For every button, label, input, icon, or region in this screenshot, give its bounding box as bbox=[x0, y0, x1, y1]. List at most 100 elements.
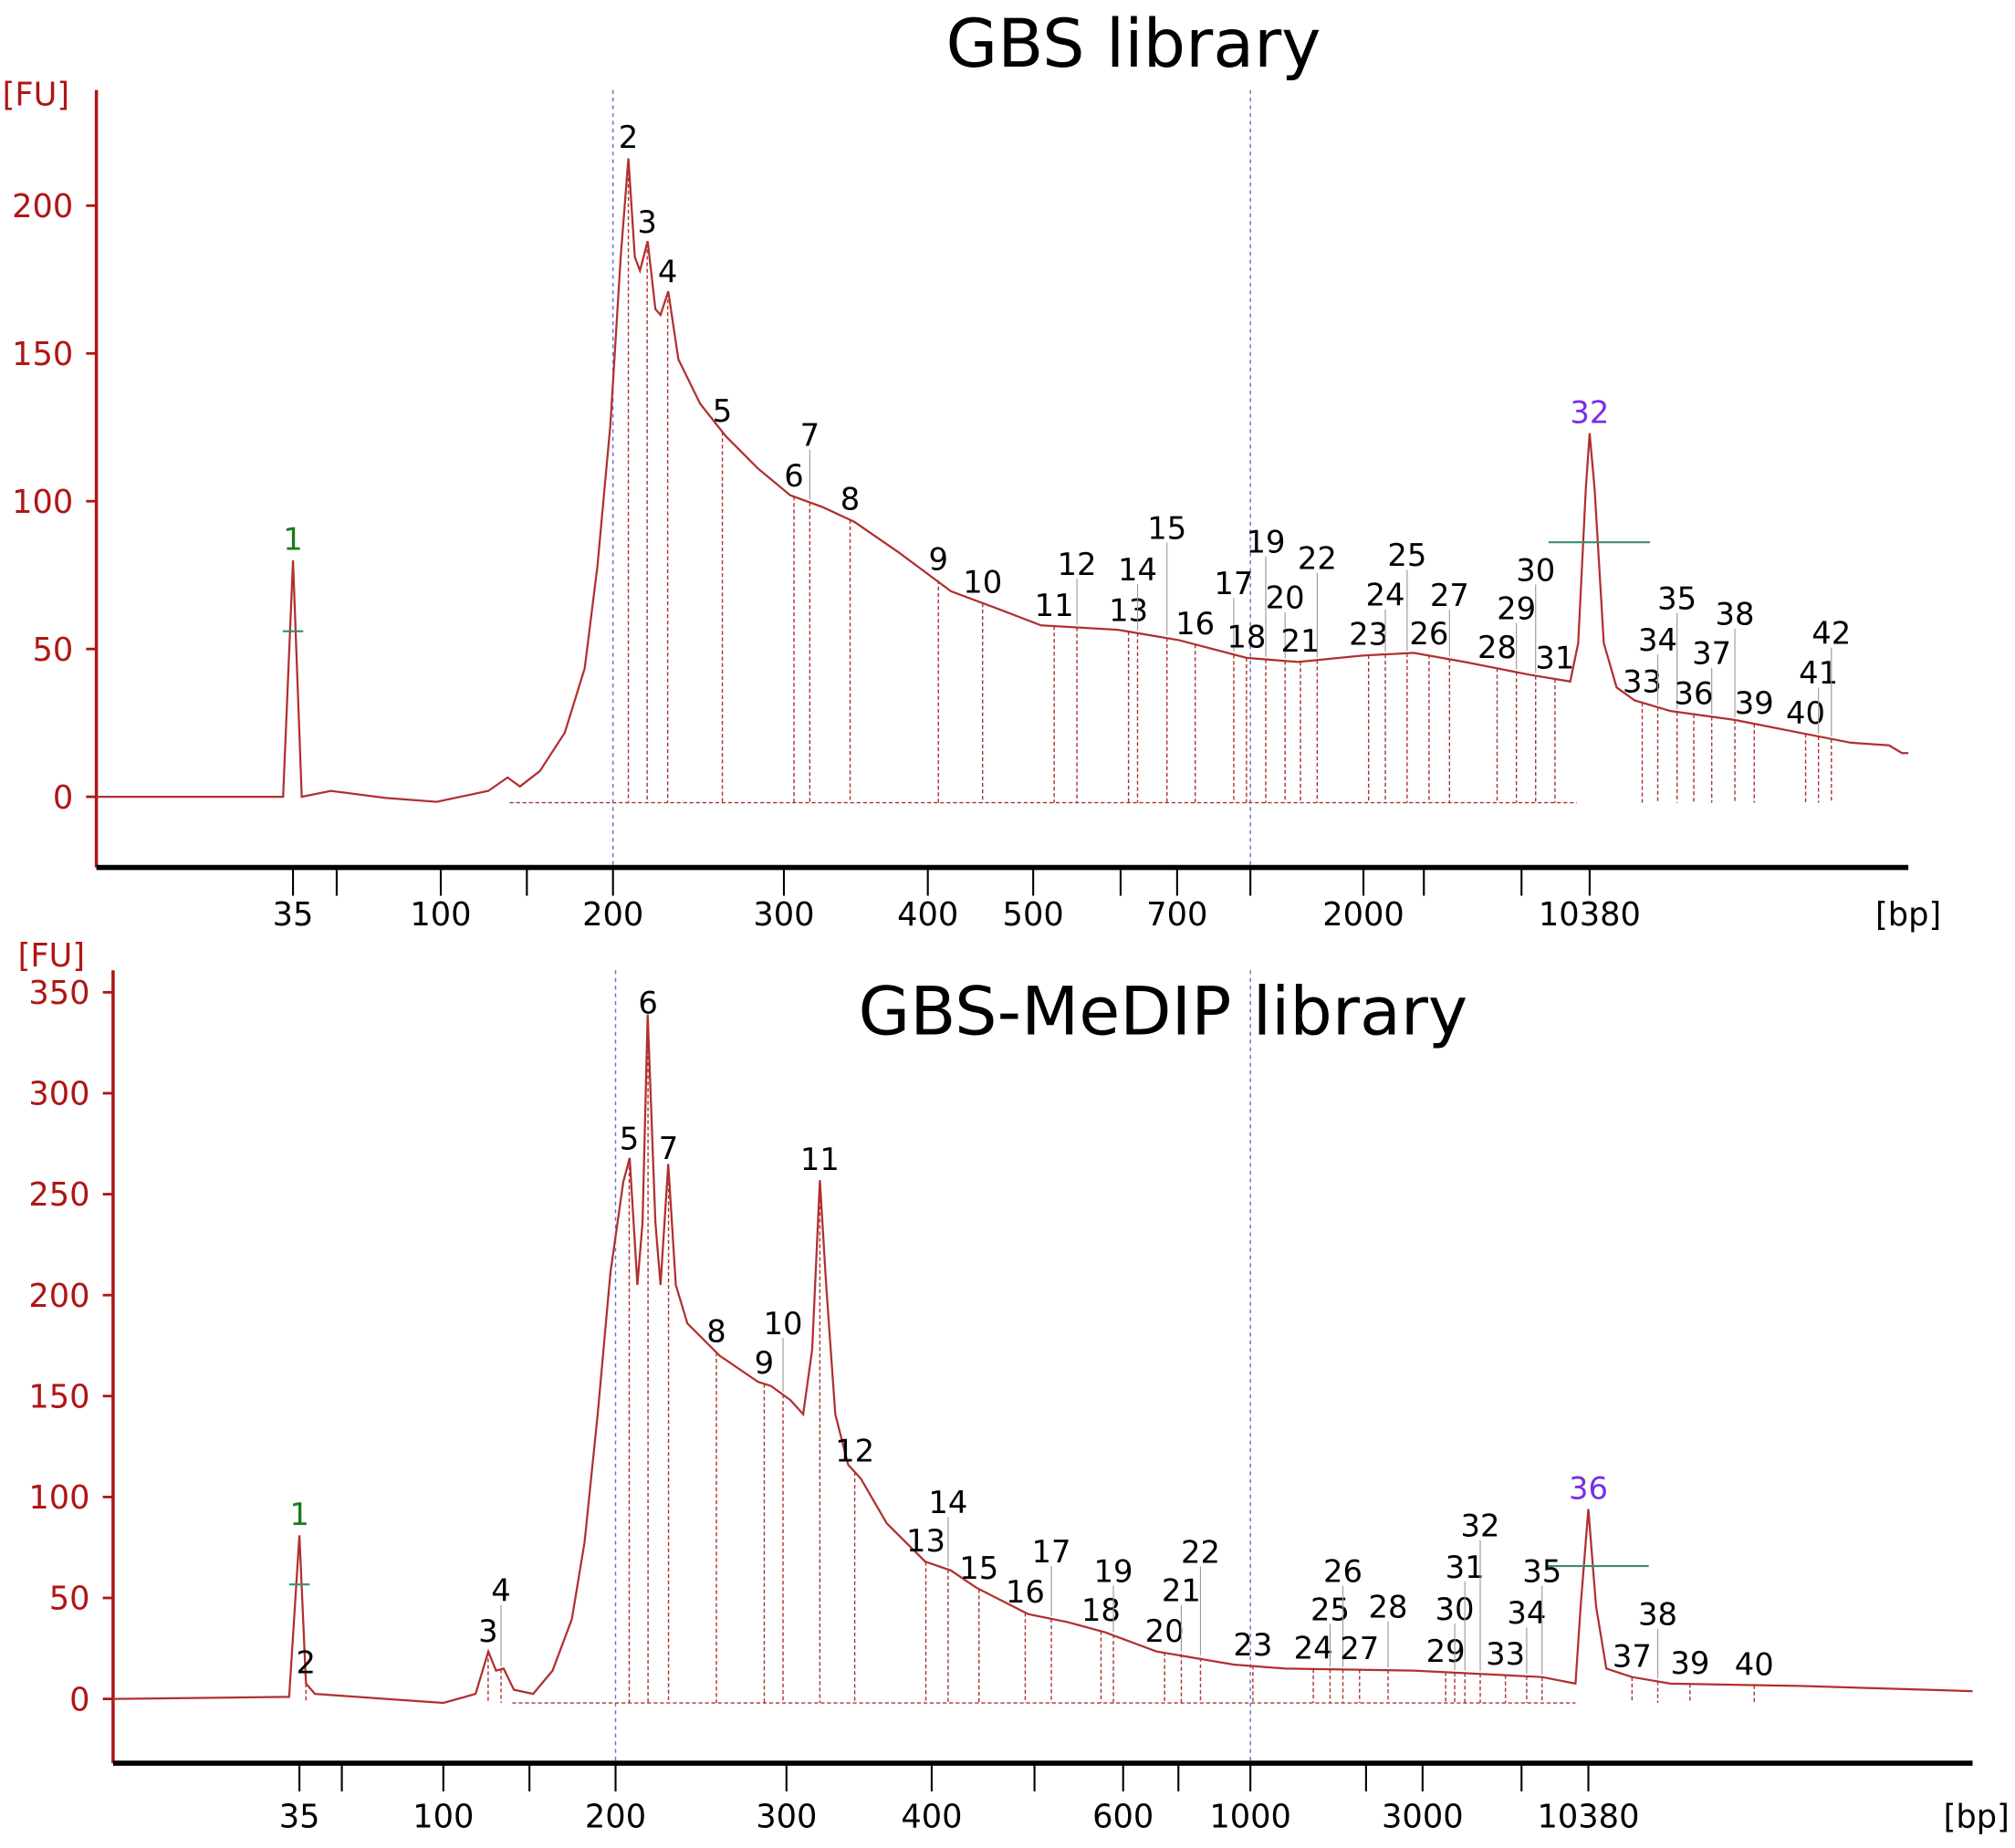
peak-label: 10 bbox=[764, 1306, 803, 1342]
peak-label: 33 bbox=[1623, 664, 1662, 700]
y-tick-label: 300 bbox=[28, 1076, 89, 1113]
peak-label: 31 bbox=[1535, 641, 1574, 676]
peak-label: 19 bbox=[1094, 1553, 1133, 1589]
peak-label: 11 bbox=[800, 1142, 840, 1177]
peak-label: 21 bbox=[1162, 1573, 1201, 1609]
peak-label: 13 bbox=[906, 1523, 945, 1559]
peak-label: 32 bbox=[1460, 1508, 1499, 1543]
peak-label: 27 bbox=[1430, 578, 1469, 613]
peak-label: 40 bbox=[1786, 695, 1825, 731]
peak-label: 16 bbox=[1006, 1574, 1045, 1610]
peak-label: 7 bbox=[659, 1131, 679, 1166]
chart-title: GBS-MeDIP library bbox=[859, 974, 1468, 1051]
peak-label: 18 bbox=[1227, 620, 1266, 655]
x-tick-label: 500 bbox=[1003, 896, 1064, 934]
x-tick-label: 10380 bbox=[1539, 896, 1641, 934]
peak-label: 40 bbox=[1735, 1646, 1774, 1682]
peak-label: 12 bbox=[835, 1434, 874, 1469]
y-axis-label: [FU] bbox=[3, 77, 69, 114]
y-tick-label: 100 bbox=[28, 1479, 89, 1517]
peak-label: 30 bbox=[1436, 1592, 1475, 1627]
y-tick-label: 100 bbox=[12, 484, 73, 521]
peak-label: 25 bbox=[1310, 1592, 1350, 1627]
peak-label: 16 bbox=[1175, 606, 1215, 642]
peak-label: 2 bbox=[619, 120, 639, 155]
peak-label: 5 bbox=[620, 1122, 640, 1157]
x-tick-label: 35 bbox=[279, 1798, 320, 1835]
x-tick-label: 1000 bbox=[1209, 1798, 1291, 1835]
x-tick-label: 35 bbox=[273, 896, 314, 934]
x-tick-label: 300 bbox=[756, 1798, 817, 1835]
chart-title: GBS library bbox=[946, 5, 1321, 83]
x-tick-label: 300 bbox=[753, 896, 814, 934]
peak-label: 23 bbox=[1233, 1627, 1272, 1663]
x-tick-label: 100 bbox=[412, 1798, 474, 1835]
peak-label: 13 bbox=[1109, 593, 1148, 629]
peak-label: 41 bbox=[1799, 655, 1838, 691]
x-tick-label: 200 bbox=[585, 1798, 646, 1835]
x-tick-label: 200 bbox=[582, 896, 643, 934]
trace-line bbox=[96, 158, 1909, 803]
x-tick-label: 600 bbox=[1092, 1798, 1154, 1835]
peak-label: 20 bbox=[1266, 579, 1305, 615]
y-tick-label: 200 bbox=[28, 1278, 89, 1315]
chart-gbs-medip-library: GBS-MeDIP library [FU] [bp] 0 50 100 150 200… bbox=[18, 937, 2010, 1835]
peak-label: 14 bbox=[1118, 552, 1157, 588]
y-tick-label: 150 bbox=[28, 1378, 89, 1415]
peak-label: 8 bbox=[840, 481, 861, 517]
peak-label: 6 bbox=[784, 458, 804, 494]
peak-label: 27 bbox=[1340, 1631, 1379, 1666]
peak-label: 8 bbox=[706, 1314, 726, 1350]
peak-label: 36 bbox=[1569, 1470, 1608, 1506]
peak-label: 19 bbox=[1246, 525, 1285, 560]
peak-label: 5 bbox=[713, 393, 733, 429]
peak-label: 39 bbox=[1670, 1645, 1709, 1681]
y-tick-label: 0 bbox=[69, 1681, 89, 1718]
peak-label: 9 bbox=[928, 542, 948, 578]
y-tick-label: 0 bbox=[53, 779, 73, 817]
x-axis-label: [bp] bbox=[1875, 896, 1941, 934]
peak-label: 28 bbox=[1369, 1589, 1408, 1624]
y-tick-label: 200 bbox=[12, 188, 73, 225]
y-tick-label: 250 bbox=[28, 1176, 89, 1214]
peak-label: 38 bbox=[1638, 1596, 1677, 1632]
peak-label: 22 bbox=[1298, 540, 1337, 576]
peak-label: 26 bbox=[1409, 616, 1448, 652]
peak-label: 4 bbox=[658, 255, 678, 290]
peak-label: 34 bbox=[1638, 622, 1677, 658]
x-tick-label: 400 bbox=[901, 1798, 962, 1835]
x-axis-label: [bp] bbox=[1944, 1798, 2010, 1835]
peak-label: 26 bbox=[1323, 1553, 1362, 1589]
peak-label: 11 bbox=[1035, 588, 1074, 623]
x-tick-label: 400 bbox=[897, 896, 958, 934]
peak-label: 42 bbox=[1811, 616, 1851, 652]
peak-label: 36 bbox=[1675, 675, 1714, 711]
peak-label: 21 bbox=[1281, 623, 1321, 659]
peak-label: 34 bbox=[1507, 1595, 1546, 1631]
peak-label: 35 bbox=[1657, 580, 1697, 616]
peak-label: 17 bbox=[1214, 566, 1253, 601]
y-tick-label: 350 bbox=[28, 975, 89, 1012]
peak-label: 20 bbox=[1145, 1613, 1185, 1649]
peak-label: 3 bbox=[637, 204, 657, 240]
y-tick-label: 50 bbox=[49, 1581, 90, 1618]
peak-label: 31 bbox=[1446, 1550, 1485, 1585]
peak-label: 3 bbox=[478, 1613, 498, 1649]
peak-label: 10 bbox=[963, 565, 1002, 600]
peak-label: 32 bbox=[1570, 394, 1609, 430]
peak-label: 2 bbox=[296, 1645, 316, 1681]
y-tick-label: 150 bbox=[12, 336, 73, 373]
trace-line bbox=[112, 1014, 1973, 1705]
peak-label: 15 bbox=[959, 1550, 998, 1586]
peak-label: 24 bbox=[1294, 1631, 1333, 1666]
peak-label: 37 bbox=[1692, 636, 1731, 672]
peak-label: 25 bbox=[1387, 538, 1426, 573]
peak-label: 33 bbox=[1486, 1636, 1525, 1672]
x-tick-label: 3000 bbox=[1382, 1798, 1464, 1835]
peak-label: 24 bbox=[1366, 577, 1405, 612]
peak-label: 15 bbox=[1147, 510, 1186, 546]
peak-label: 12 bbox=[1058, 547, 1097, 582]
y-tick-label: 50 bbox=[32, 632, 73, 669]
